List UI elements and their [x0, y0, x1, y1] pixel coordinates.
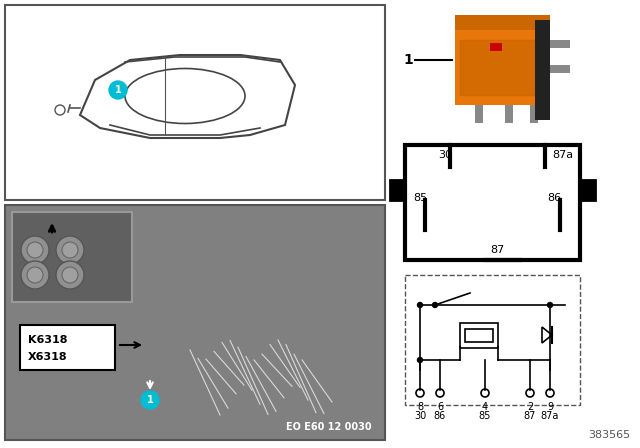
Bar [405, 145, 580, 260]
Bar [20, 325, 115, 370]
Text: 85: 85 [479, 411, 491, 421]
Text: 1: 1 [115, 85, 122, 95]
Bar [490, 43, 502, 51]
Bar [460, 40, 535, 95]
Circle shape [27, 267, 43, 283]
Circle shape [62, 267, 78, 283]
Text: K6318: K6318 [28, 335, 67, 345]
Bar [535, 20, 550, 120]
Bar [390, 180, 405, 200]
Text: 1: 1 [403, 53, 413, 67]
Text: 87: 87 [490, 245, 504, 255]
Bar [460, 323, 498, 348]
Text: 2: 2 [527, 402, 533, 412]
Text: 86: 86 [434, 411, 446, 421]
Circle shape [109, 81, 127, 99]
Text: 6: 6 [437, 402, 443, 412]
Circle shape [56, 261, 84, 289]
Bar [550, 65, 570, 73]
Text: 85: 85 [413, 193, 427, 203]
Text: 87a: 87a [541, 411, 559, 421]
Bar [12, 212, 132, 302]
Bar [475, 105, 483, 123]
Text: 87: 87 [524, 411, 536, 421]
Bar [455, 15, 550, 105]
Text: 30: 30 [414, 411, 426, 421]
Circle shape [417, 302, 422, 307]
Circle shape [141, 391, 159, 409]
Bar [505, 105, 513, 123]
Circle shape [21, 261, 49, 289]
Bar [5, 5, 385, 200]
Circle shape [56, 236, 84, 264]
Bar [405, 275, 580, 405]
Circle shape [27, 242, 43, 258]
Text: 86: 86 [547, 193, 561, 203]
Text: 383565: 383565 [588, 430, 630, 440]
Bar [550, 40, 570, 48]
Bar [580, 180, 595, 200]
Bar [465, 329, 493, 342]
Text: EO E60 12 0030: EO E60 12 0030 [286, 422, 372, 432]
Text: 1: 1 [147, 395, 154, 405]
Bar [455, 15, 550, 30]
Bar [530, 105, 538, 123]
Circle shape [433, 302, 438, 307]
Circle shape [547, 302, 552, 307]
Text: 30: 30 [438, 150, 452, 160]
Text: 8: 8 [417, 402, 423, 412]
Circle shape [21, 236, 49, 264]
Text: 9: 9 [547, 402, 553, 412]
Text: 87a: 87a [552, 150, 573, 160]
Text: X6318: X6318 [28, 352, 68, 362]
Bar [5, 205, 385, 440]
Text: 4: 4 [482, 402, 488, 412]
Circle shape [62, 242, 78, 258]
Circle shape [417, 358, 422, 362]
